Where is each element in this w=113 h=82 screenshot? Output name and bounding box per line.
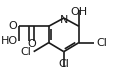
Text: N: N <box>59 15 67 25</box>
Text: Cl: Cl <box>95 38 106 48</box>
Text: Cl: Cl <box>21 47 31 57</box>
Text: HO: HO <box>0 36 17 46</box>
Text: OH: OH <box>70 7 87 17</box>
Text: O: O <box>9 21 17 31</box>
Text: Cl: Cl <box>58 59 69 69</box>
Text: O: O <box>27 39 36 49</box>
